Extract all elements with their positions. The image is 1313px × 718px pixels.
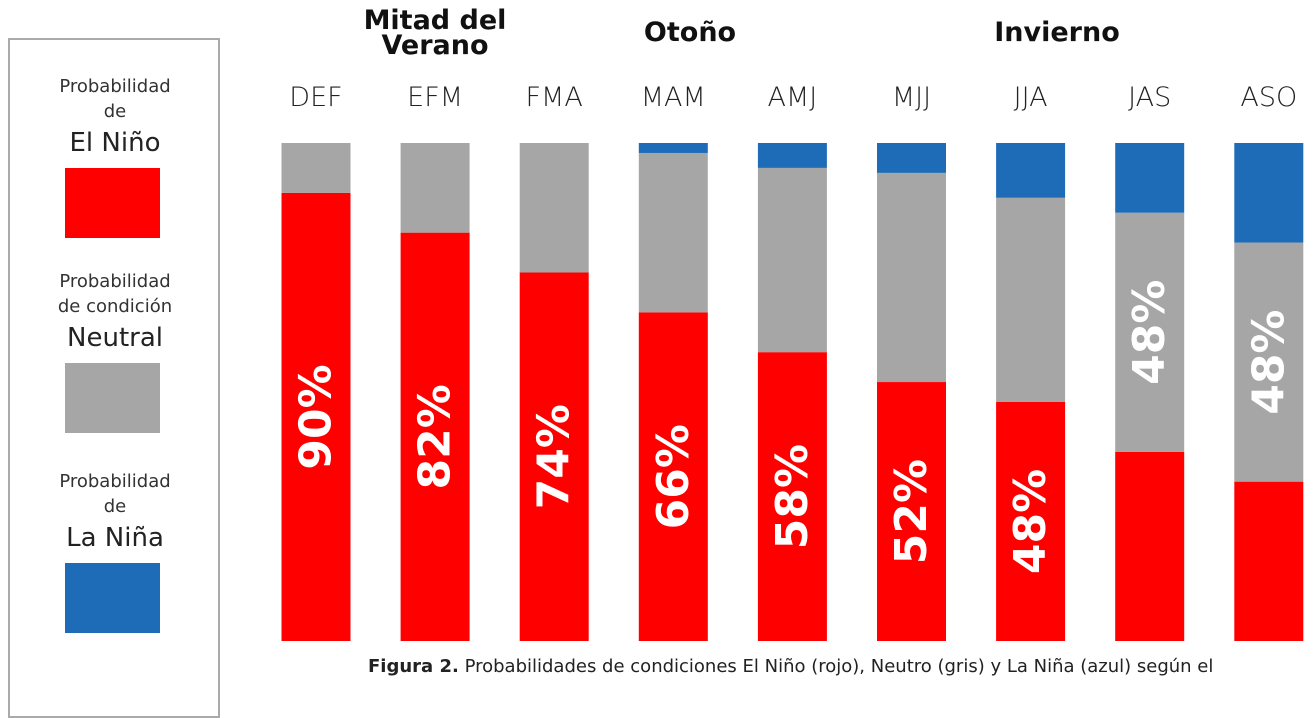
season-header: Invierno [994,17,1120,48]
bar-segment [996,197,1066,402]
legend-swatch [65,563,160,633]
legend-prefix: de condición [57,296,173,317]
bar-segment [281,192,351,642]
data-label: 58% [767,444,818,549]
x-tick-label: DEF [289,82,343,113]
x-tick-label: AMJ [767,82,818,113]
x-tick-label: MJJ [891,82,932,113]
data-label: 82% [410,384,461,489]
bar-segment [1234,143,1304,243]
bar-segment [638,312,708,641]
legend-label: La Niña [66,523,164,553]
legend-prefix: Probabilidad [59,471,171,492]
data-label: 90% [291,364,342,469]
bar-segment [757,167,827,353]
legend-swatch [65,363,160,433]
bar-segment [638,152,708,313]
bar-segment [877,143,946,173]
legend-prefix: Probabilidad [59,76,171,97]
legend-prefix: de [103,101,127,122]
data-label: 48% [1005,469,1056,574]
x-tick-label: ASO [1240,82,1298,113]
bar-segment [519,143,589,273]
legend-label: Neutral [67,323,163,353]
legend-label: El Niño [69,128,161,158]
bar-segment [757,352,827,641]
page: 90% 82% 74% 66% 58% 52% 48% 48% 48% Figura 2. Pr… [8,5,1304,718]
bar-segment [757,143,827,168]
bar-segment [1115,212,1185,452]
bar-segment [400,232,470,641]
caption-label: Figura 2. [368,656,459,677]
bar-segment [638,143,708,153]
legend-swatch [65,168,160,238]
legend-prefix: Probabilidad [59,271,171,292]
bar-segment [1234,481,1304,641]
bar-segment [1115,143,1185,213]
data-label: 66% [648,424,699,529]
bar-segment [281,143,351,193]
bar-segment [1115,451,1185,641]
season-header: Mitad del Verano [363,5,507,61]
bar-segment [996,143,1066,198]
x-tick-label: EFM [407,82,464,113]
x-tick-label: JJA [1013,82,1048,113]
x-tick-label: JAS [1128,82,1172,113]
data-label: 48% [1243,309,1294,414]
chart: 90% 82% 74% 66% 58% 52% 48% 48% 48% [281,143,1304,642]
bar-segment [519,272,589,641]
bar-segment [877,172,946,383]
bar-segment [877,382,946,641]
data-label: 52% [886,459,937,564]
data-label: 48% [1124,280,1175,385]
x-tick-label: MAM [640,82,706,113]
x-tick-label: FMA [525,82,583,113]
season-header: Otoño [643,17,737,48]
bar-segment [1234,242,1304,482]
data-label: 74% [529,404,580,509]
legend-prefix: de [103,496,127,517]
bar-segment [996,401,1066,641]
caption: Figura 2. Probabilidades de condiciones … [368,656,1213,677]
caption-text: Probabilidades de condiciones El Niño (r… [464,656,1214,677]
bar-segment [400,143,470,233]
